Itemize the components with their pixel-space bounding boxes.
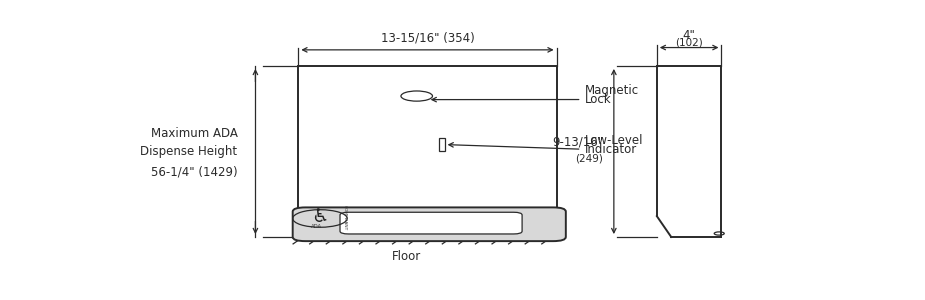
Text: Lock: Lock: [586, 93, 611, 106]
Text: COMPLIANT: COMPLIANT: [343, 205, 347, 230]
FancyBboxPatch shape: [340, 212, 522, 234]
Text: Floor: Floor: [392, 250, 422, 263]
Text: ♿: ♿: [311, 207, 328, 226]
Text: 9-13/16": 9-13/16": [552, 136, 603, 149]
Text: Maximum ADA: Maximum ADA: [151, 127, 238, 140]
Text: 13-15/16" (354): 13-15/16" (354): [380, 31, 475, 44]
Text: (102): (102): [675, 37, 703, 47]
Text: 4": 4": [683, 29, 696, 42]
Text: 56-1/4" (1429): 56-1/4" (1429): [151, 166, 238, 179]
Text: Dispense Height: Dispense Height: [141, 145, 238, 158]
Bar: [299, 66, 557, 237]
Text: Indicator: Indicator: [586, 143, 637, 156]
Text: Magnetic: Magnetic: [586, 84, 639, 97]
FancyBboxPatch shape: [292, 207, 566, 241]
Text: (249): (249): [575, 153, 603, 164]
Bar: [439, 138, 445, 151]
Text: ADA: ADA: [311, 224, 322, 230]
Text: Low-Level: Low-Level: [586, 134, 644, 147]
